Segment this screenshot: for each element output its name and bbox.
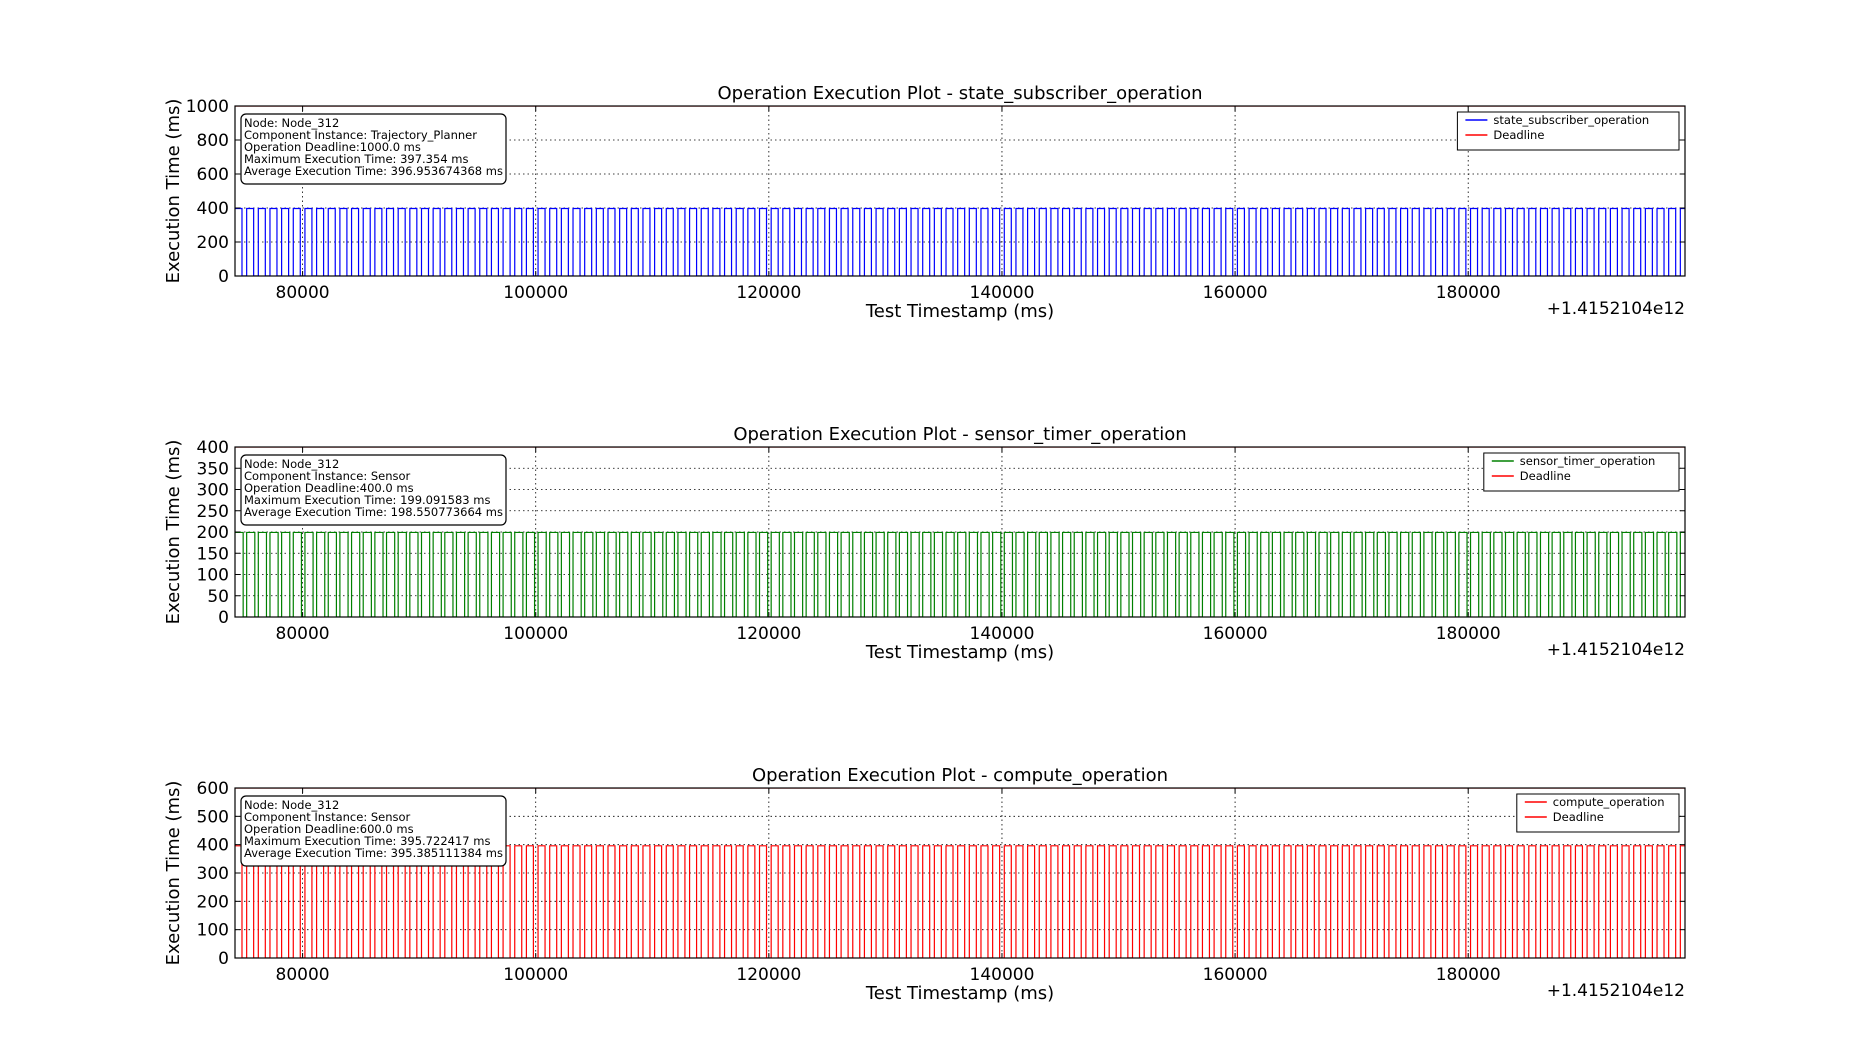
legend-label: sensor_timer_operation [1520, 454, 1656, 468]
y-tick-label: 250 [197, 502, 229, 522]
info-line: Average Execution Time: 198.550773664 ms [244, 505, 503, 519]
y-tick-label: 600 [197, 165, 229, 185]
y-tick-label: 150 [197, 544, 229, 564]
y-tick-label: 200 [197, 892, 229, 912]
x-tick-label: 140000 [970, 624, 1035, 644]
info-line: Average Execution Time: 396.953674368 ms [244, 164, 503, 178]
info-line: Node: Node_312 [244, 457, 339, 471]
x-tick-label: 80000 [276, 624, 330, 644]
x-axis-label: Test Timestamp (ms) [865, 642, 1054, 663]
x-tick-label: 120000 [736, 283, 801, 303]
legend-frame [1456, 111, 1680, 151]
x-tick-label: 100000 [503, 965, 568, 985]
x-tick-label: 120000 [736, 965, 801, 985]
legend-label: Deadline [1493, 128, 1544, 142]
subplot-1: Operation Execution Plot - state_subscri… [163, 83, 1686, 322]
legend-frame [1483, 452, 1680, 492]
y-tick-label: 600 [197, 779, 229, 799]
y-axis-label: Execution Time (ms) [163, 440, 184, 625]
x-tick-label: 80000 [276, 965, 330, 985]
info-line: Component Instance: Sensor [244, 810, 411, 824]
y-tick-label: 400 [197, 836, 229, 856]
legend-label: Deadline [1520, 469, 1571, 483]
x-tick-label: 160000 [1203, 624, 1268, 644]
x-tick-label: 100000 [503, 624, 568, 644]
x-tick-label: 180000 [1436, 624, 1501, 644]
y-axis-label: Execution Time (ms) [163, 99, 184, 284]
x-tick-label: 180000 [1436, 965, 1501, 985]
legend-frame [1516, 793, 1680, 833]
y-tick-label: 100 [197, 921, 229, 941]
plot-area [235, 106, 1685, 276]
y-tick-label: 0 [218, 608, 229, 628]
y-tick-label: 800 [197, 131, 229, 151]
y-tick-label: 50 [207, 587, 229, 607]
y-tick-label: 200 [197, 523, 229, 543]
x-axis-label: Test Timestamp (ms) [865, 301, 1054, 322]
y-tick-label: 350 [197, 459, 229, 479]
y-tick-label: 300 [197, 864, 229, 884]
plot-area [235, 788, 1685, 958]
subplot-2: Operation Execution Plot - sensor_timer_… [163, 424, 1686, 663]
chart-title: Operation Execution Plot - state_subscri… [717, 83, 1202, 104]
x-tick-label: 120000 [736, 624, 801, 644]
info-line: Component Instance: Sensor [244, 469, 411, 483]
x-tick-label: 180000 [1436, 283, 1501, 303]
info-box-frame [240, 454, 507, 526]
y-tick-label: 300 [197, 481, 229, 501]
y-tick-label: 1000 [186, 97, 229, 117]
legend-label: state_subscriber_operation [1493, 113, 1649, 127]
y-tick-label: 400 [197, 438, 229, 458]
legend-label: Deadline [1553, 810, 1604, 824]
x-tick-label: 80000 [276, 283, 330, 303]
info-box-frame [240, 113, 507, 185]
x-offset-label: +1.4152104e12 [1547, 640, 1685, 660]
info-line: Operation Deadline:1000.0 ms [244, 140, 421, 154]
axes-frame [234, 105, 1686, 277]
series-line-0 [235, 207, 1685, 276]
x-tick-label: 160000 [1203, 283, 1268, 303]
info-line: Average Execution Time: 395.385111384 ms [244, 846, 503, 860]
y-tick-label: 0 [218, 949, 229, 969]
subplot-3: Operation Execution Plot - compute_opera… [163, 765, 1686, 1004]
info-line: Maximum Execution Time: 199.091583 ms [244, 493, 490, 507]
info-box-frame [240, 795, 507, 867]
y-axis-label: Execution Time (ms) [163, 781, 184, 966]
chart-title: Operation Execution Plot - sensor_timer_… [733, 424, 1186, 445]
series-line-0 [235, 531, 1685, 617]
x-tick-label: 140000 [970, 283, 1035, 303]
x-axis-label: Test Timestamp (ms) [865, 983, 1054, 1004]
chart-title: Operation Execution Plot - compute_opera… [752, 765, 1168, 786]
x-tick-label: 160000 [1203, 965, 1268, 985]
legend-label: compute_operation [1553, 795, 1665, 809]
info-line: Maximum Execution Time: 397.354 ms [244, 152, 469, 166]
info-line: Operation Deadline:400.0 ms [244, 481, 414, 495]
x-offset-label: +1.4152104e12 [1547, 299, 1685, 319]
y-tick-label: 100 [197, 566, 229, 586]
y-tick-label: 500 [197, 807, 229, 827]
plot-area [235, 447, 1685, 617]
info-line: Node: Node_312 [244, 116, 339, 130]
y-tick-label: 400 [197, 199, 229, 219]
x-tick-label: 140000 [970, 965, 1035, 985]
info-line: Node: Node_312 [244, 798, 339, 812]
y-tick-label: 0 [218, 267, 229, 287]
info-line: Maximum Execution Time: 395.722417 ms [244, 834, 490, 848]
y-tick-label: 200 [197, 233, 229, 253]
info-line: Component Instance: Trajectory_Planner [244, 128, 477, 142]
info-line: Operation Deadline:600.0 ms [244, 822, 414, 836]
x-tick-label: 100000 [503, 283, 568, 303]
x-offset-label: +1.4152104e12 [1547, 981, 1685, 1001]
series-line-0 [235, 845, 1685, 958]
